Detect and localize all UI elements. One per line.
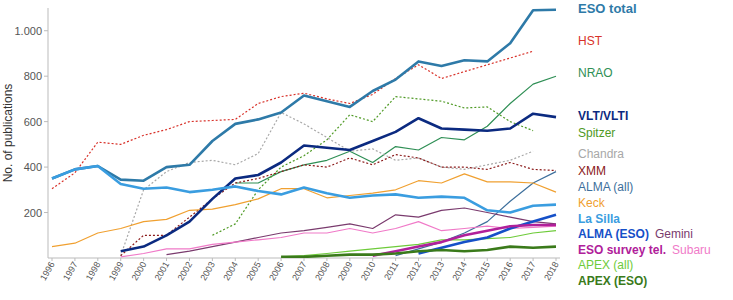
series-line [121,222,556,257]
legend-entry: Keck [578,196,606,210]
x-tick-label: 1999 [107,260,126,282]
x-tick-label: 1996 [38,260,57,282]
y-tick [44,30,48,31]
x-tick-label: 2005 [244,260,263,282]
legend-entry: NRAO [578,66,613,80]
series-line [396,172,556,256]
x-tick [235,258,236,261]
x-tick [418,258,419,261]
x-tick [258,258,259,261]
legend-entry: XMM [578,164,606,178]
y-tick-label: 800 [24,70,42,82]
y-tick [44,121,48,122]
x-tick [533,258,534,261]
series-line [52,10,556,181]
x-tick [349,258,350,261]
x-tick-label: 1997 [61,260,80,282]
y-tick [44,76,48,77]
x-tick-label: 2000 [130,260,149,282]
y-tick-label: 1.000 [14,25,42,37]
x-tick [464,258,465,261]
x-tick-label: 2009 [336,260,355,282]
y-axis [48,8,49,258]
x-tick [189,258,190,261]
x-tick-label: 2004 [221,260,240,282]
legend-entry: Chandra [578,147,624,161]
x-tick-label: 2008 [313,260,332,282]
x-tick [510,258,511,261]
x-tick-label: 2011 [382,260,400,282]
x-tick-label: 2013 [428,260,447,282]
plot-area [52,10,556,257]
x-tick [120,258,121,261]
x-tick [166,258,167,261]
x-tick [97,258,98,261]
legend-entry: ESO total [578,1,637,16]
x-tick-label: 2006 [267,260,286,282]
y-axis-title: No. of publications [1,84,15,183]
legend-entry: Subaru [672,243,711,257]
legend-entry: APEX (ESO) [578,274,647,288]
x-tick [52,258,53,261]
series-line [121,155,556,256]
legend-entry: HST [578,34,603,48]
x-tick-label: 2002 [176,260,195,282]
x-tick-label: 2016 [496,260,515,282]
y-tick [44,167,48,168]
series-line [52,166,556,213]
x-tick [326,258,327,261]
legend-entry: ESO survey tel. [578,243,666,257]
y-tick-label: 400 [24,161,42,173]
legend-entry: VLT/VLTI [578,109,628,123]
legend-entry: ALMA (ESO) [578,227,649,241]
x-tick-label: 1998 [84,260,103,282]
x-tick-label: 2010 [359,260,378,282]
y-tick-label: 600 [24,116,42,128]
legend-entry: La Silla [578,212,620,226]
x-tick [441,258,442,261]
legend-entry: ALMA (all) [578,180,633,194]
x-tick-label: 2014 [450,260,469,282]
x-tick [372,258,373,261]
x-tick [556,258,557,261]
x-tick [143,258,144,261]
x-tick-label: 2017 [519,260,538,282]
x-tick-label: 2018 [542,260,561,282]
x-tick [281,258,282,261]
series-line [281,247,556,257]
x-tick [74,258,75,261]
x-tick-label: 2003 [198,260,217,282]
y-tick [44,212,48,213]
chart: 200 400 600 800 1.000 No. of publications 1996… [0,0,733,300]
x-tick [487,258,488,261]
x-tick [212,258,213,261]
x-tick-label: 2015 [473,260,492,282]
y-tick-label: 200 [24,207,42,219]
legend-entry: Gemini [655,227,693,241]
legend-entry: Spitzer [578,126,615,140]
legend-entry: APEX (all) [578,258,633,272]
x-tick-label: 2001 [153,260,172,282]
x-tick-label: 2012 [405,260,424,282]
x-tick [395,258,396,261]
x-tick-label: 2007 [290,260,309,282]
x-tick [304,258,305,261]
